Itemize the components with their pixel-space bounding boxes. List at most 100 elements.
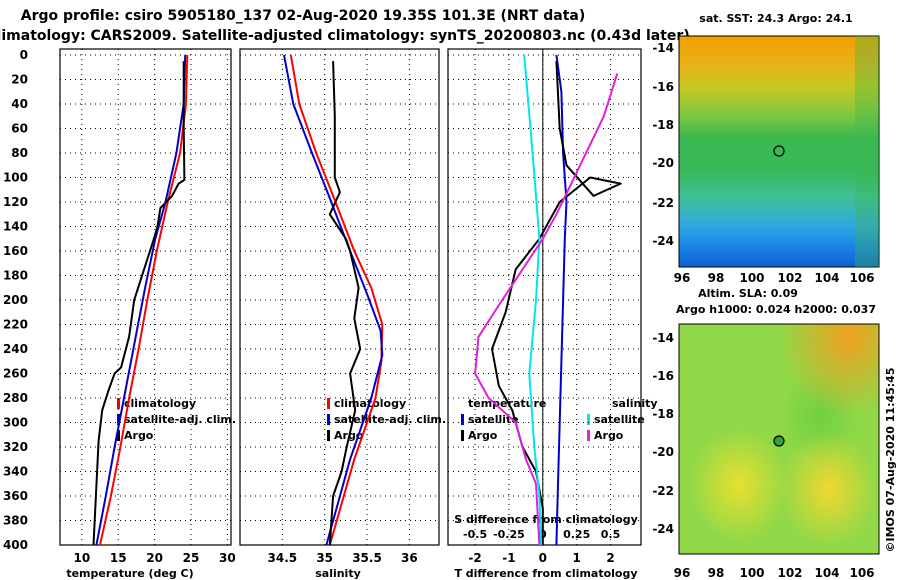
depth-tick-label: 180: [3, 269, 28, 283]
salinity-axes-frame: [239, 48, 440, 546]
sal-xlabel: salinity: [315, 567, 361, 580]
sla-map-argo-marker: [773, 435, 785, 447]
temp-legend-argo-swatch: [117, 430, 120, 441]
salinity-panel: [239, 48, 440, 546]
diff-legend-title-temperature: temperature: [468, 397, 546, 410]
sla-map-xtick: 106: [849, 566, 874, 580]
sst-map-ytick: -16: [652, 80, 674, 94]
depth-tick-label: 360: [3, 489, 28, 503]
salinity-plot: 34.5 35 35.5 36: [240, 49, 439, 565]
sla-map-xtick: 98: [708, 566, 725, 580]
depth-tick-label: 140: [3, 220, 28, 234]
salinity-xtick-label: 35: [316, 551, 333, 565]
depth-tick-label: 100: [3, 171, 28, 185]
temperature-xtick-label: 20: [146, 551, 163, 565]
diff-legend-t-argo-swatch: [461, 430, 464, 441]
difference-xtick-label: -2: [468, 551, 481, 565]
sla-map-ytick: -22: [652, 484, 674, 498]
temperature-series-satellite-adj-clim-: [95, 54, 187, 545]
depth-tick-label: 320: [3, 440, 28, 454]
temperature-xtick-label: 15: [110, 551, 127, 565]
difference-xtick-label: 1: [572, 551, 580, 565]
sla-map-frame: [678, 323, 880, 555]
salinity-series-argo: [328, 61, 362, 545]
depth-tick-label: 200: [3, 293, 28, 307]
sla-map: Altim. SLA: 0.09 Argo h1000: 0.024 h2000…: [676, 287, 880, 555]
temp-legend-climatology: climatology: [124, 397, 196, 410]
temp-legend-argo: Argo: [124, 429, 154, 442]
difference-xtick-label: -1: [502, 551, 515, 565]
sal-legend-satellite: satellite-adj. clim.: [334, 413, 446, 426]
sal-legend-argo-swatch: [327, 430, 330, 441]
sla-map-ytick: -16: [652, 369, 674, 383]
diff-legend-s-satellite: satellite: [594, 413, 645, 426]
diff-legend-s-argo-swatch: [587, 430, 590, 441]
temperature-series-climatology: [99, 54, 189, 545]
depth-axis: 0 20 40 60 80 100 120 140 160 180 200 220 240 260 280 3…: [3, 48, 28, 552]
salinity-series-group: [283, 54, 384, 545]
depth-tick-label: 60: [11, 122, 28, 136]
sla-map-xtick: 100: [739, 566, 764, 580]
depth-tick-label: 380: [3, 514, 28, 528]
sla-map-ytick: -24: [652, 522, 674, 536]
sst-map-ytick: -14: [652, 41, 674, 55]
diff-xlabel: T difference from climatology: [454, 567, 637, 580]
depth-tick-label: 80: [11, 146, 28, 160]
diff-legend-t-satellite-swatch: [461, 414, 464, 425]
depth-tick-label: 340: [3, 465, 28, 479]
temperature-xtick-label: 10: [73, 551, 90, 565]
depth-tick-label: 0: [20, 48, 28, 62]
sst-map-ytick: -18: [652, 118, 674, 132]
sst-map-shading: [855, 36, 879, 267]
depth-tick-label: 280: [3, 391, 28, 405]
sal-legend-satellite-swatch: [327, 414, 330, 425]
difference-panel: [447, 48, 642, 546]
sst-map-ytick: -20: [652, 156, 674, 170]
sst-map-ytick: -22: [652, 196, 674, 210]
sst-map-xtick: 104: [814, 271, 839, 285]
difference-plot: -2 -1 0 1 2: [448, 49, 641, 565]
depth-tick-label: 220: [3, 318, 28, 332]
sst-map-argo-marker: [773, 145, 785, 157]
temperature-axes-frame: [59, 48, 232, 546]
map-axes-ticks: 96 98 100 102 104 106 -14 -16 -18 -20 -22 -24 96 98 10…: [652, 41, 874, 580]
depth-tick-label: 400: [3, 538, 28, 552]
diff-legend-t-satellite: satellite: [468, 413, 519, 426]
sla-map-xtick: 102: [777, 566, 802, 580]
salinity-series-climatology: [289, 54, 384, 545]
sla-map-ytick: -18: [652, 407, 674, 421]
sst-map: sat. SST: 24.3 Argo: 24.1: [678, 12, 880, 268]
difference-xtick-label: 2: [606, 551, 614, 565]
diff-top-axis-label: S difference from climatology: [454, 513, 638, 526]
sst-map-xtick: 102: [777, 271, 802, 285]
temperature-series-group: [92, 54, 189, 545]
depth-tick-label: 120: [3, 195, 28, 209]
diff-legend-t-argo: Argo: [468, 429, 498, 442]
depth-tick-label: 260: [3, 367, 28, 381]
sla-map-xtick: 104: [814, 566, 839, 580]
credit-stamp: ©IMOS 07-Aug-2020 11:45:45: [884, 368, 897, 553]
depth-tick-label: 40: [11, 97, 28, 111]
sst-map-xtick: 98: [708, 271, 725, 285]
sst-map-xtick: 106: [849, 271, 874, 285]
difference-series-t-satellite: [555, 54, 568, 545]
salinity-xtick-label: 36: [401, 551, 418, 565]
sst-map-xtick: 96: [674, 271, 691, 285]
sla-map-ytick: -20: [652, 445, 674, 459]
sla-map-ytick: -14: [652, 331, 674, 345]
temp-legend-climatology-swatch: [117, 398, 120, 409]
sst-map-xtick: 100: [739, 271, 764, 285]
sal-legend-climatology-swatch: [327, 398, 330, 409]
depth-tick-label: 240: [3, 342, 28, 356]
temp-xlabel: temperature (deg C): [66, 567, 193, 580]
diff-legend-s-satellite-swatch: [587, 414, 590, 425]
sst-map-field: [678, 35, 880, 268]
temperature-panel: [59, 48, 232, 546]
depth-tick-label: 20: [11, 73, 28, 87]
header-title-line1: Argo profile: csiro 5905180_137 02-Aug-2…: [21, 8, 585, 24]
difference-series-group: [474, 54, 622, 545]
difference-xtick-label: 0: [539, 551, 547, 565]
temperature-xtick-label: 30: [219, 551, 236, 565]
difference-axes-frame: [447, 48, 642, 546]
